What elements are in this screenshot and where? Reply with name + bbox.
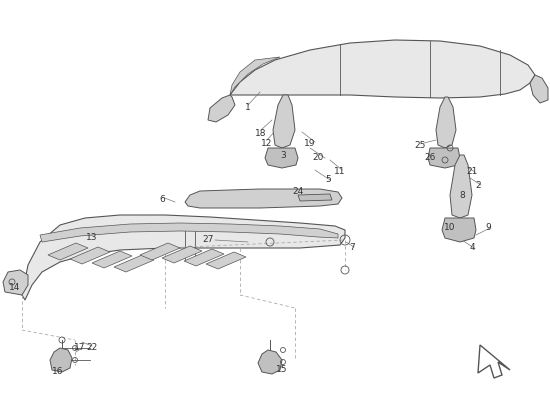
Text: 10: 10 bbox=[444, 224, 456, 232]
Polygon shape bbox=[70, 247, 110, 264]
Text: 17: 17 bbox=[74, 344, 86, 352]
Polygon shape bbox=[22, 215, 345, 300]
Polygon shape bbox=[265, 148, 298, 168]
Polygon shape bbox=[450, 155, 472, 218]
Text: 20: 20 bbox=[312, 154, 324, 162]
Text: 13: 13 bbox=[86, 234, 98, 242]
Polygon shape bbox=[230, 40, 535, 98]
Text: 26: 26 bbox=[424, 154, 436, 162]
Polygon shape bbox=[273, 95, 295, 148]
Polygon shape bbox=[208, 95, 235, 122]
Text: 14: 14 bbox=[9, 284, 21, 292]
Polygon shape bbox=[140, 243, 180, 260]
Text: 25: 25 bbox=[414, 140, 426, 150]
Text: 21: 21 bbox=[466, 168, 478, 176]
Text: 2: 2 bbox=[475, 180, 481, 190]
Polygon shape bbox=[40, 223, 338, 242]
Polygon shape bbox=[436, 97, 456, 148]
Polygon shape bbox=[3, 270, 28, 295]
Text: 3: 3 bbox=[280, 150, 286, 160]
Polygon shape bbox=[530, 75, 548, 103]
Text: 6: 6 bbox=[159, 196, 165, 204]
Polygon shape bbox=[442, 218, 476, 242]
Polygon shape bbox=[92, 251, 132, 268]
Text: 8: 8 bbox=[459, 190, 465, 200]
Polygon shape bbox=[298, 194, 332, 201]
Text: 15: 15 bbox=[276, 366, 288, 374]
Text: 9: 9 bbox=[485, 224, 491, 232]
Text: 1: 1 bbox=[245, 104, 251, 112]
Text: 7: 7 bbox=[349, 244, 355, 252]
Polygon shape bbox=[184, 249, 224, 266]
Polygon shape bbox=[162, 246, 202, 263]
Text: 11: 11 bbox=[334, 168, 346, 176]
Polygon shape bbox=[230, 57, 280, 95]
Polygon shape bbox=[185, 189, 342, 208]
Text: 16: 16 bbox=[52, 368, 64, 376]
Text: 4: 4 bbox=[469, 244, 475, 252]
Text: 24: 24 bbox=[293, 188, 304, 196]
Polygon shape bbox=[258, 350, 282, 374]
Polygon shape bbox=[428, 148, 460, 168]
Polygon shape bbox=[48, 243, 88, 260]
Text: 27: 27 bbox=[202, 236, 214, 244]
Polygon shape bbox=[114, 255, 154, 272]
Text: 12: 12 bbox=[261, 138, 273, 148]
Text: 19: 19 bbox=[304, 138, 316, 148]
Polygon shape bbox=[206, 252, 246, 269]
Polygon shape bbox=[50, 348, 72, 372]
Text: 5: 5 bbox=[325, 176, 331, 184]
Text: 18: 18 bbox=[255, 128, 267, 138]
Text: 22: 22 bbox=[86, 344, 98, 352]
Polygon shape bbox=[478, 345, 510, 378]
